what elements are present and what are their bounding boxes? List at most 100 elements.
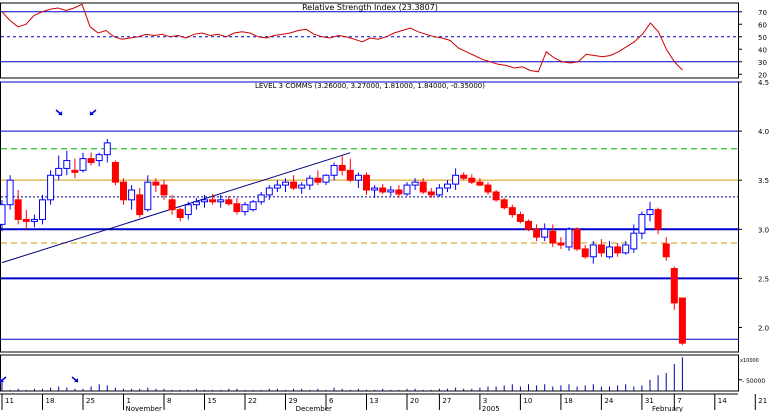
rsi-tick-label: 60 xyxy=(758,21,767,29)
price-title: LEVEL 3 COMMS (3.26000, 3.27000, 1.81000… xyxy=(255,82,485,90)
x-month-label: December xyxy=(296,405,332,412)
candle-body xyxy=(581,248,589,258)
candle-body xyxy=(233,203,241,213)
x-tick-label: 18 xyxy=(564,397,573,405)
x-tick-label: 24 xyxy=(604,397,613,405)
candle-body xyxy=(678,297,686,344)
rsi-tick-label: 70 xyxy=(758,9,767,17)
price-panel-frame xyxy=(0,81,739,353)
candle-body xyxy=(460,174,468,179)
candle-body xyxy=(444,183,451,189)
volume-tick-label: - 50000 xyxy=(742,378,765,385)
candle-body xyxy=(549,230,557,244)
price-tick-label: 2.5 xyxy=(758,275,769,283)
x-tick-label: 25 xyxy=(86,397,95,405)
x-tick-label: 8 xyxy=(167,397,171,405)
candle-body xyxy=(47,174,55,201)
candle-body xyxy=(468,177,476,183)
candle-body xyxy=(557,242,565,246)
candle-body xyxy=(55,167,63,176)
candle-body xyxy=(452,174,460,185)
candle-body xyxy=(354,174,362,181)
candle-body xyxy=(217,199,225,203)
x-tick-label: 31 xyxy=(645,397,654,405)
candle-body xyxy=(249,201,257,211)
price-tick-label: 3.0 xyxy=(758,226,769,234)
arrow-down-right xyxy=(58,111,62,115)
x-tick-label: 15 xyxy=(208,397,217,405)
candle-body xyxy=(192,201,200,206)
candle-body xyxy=(395,189,403,195)
candle-body xyxy=(6,179,14,206)
candle-body xyxy=(63,160,71,169)
rsi-line xyxy=(1,3,683,73)
candle-body xyxy=(476,181,484,186)
x-tick-label: 3 xyxy=(483,397,487,405)
x-tick-label: 10 xyxy=(523,397,532,405)
x-tick-label: 21 xyxy=(758,397,767,405)
candle-body xyxy=(290,181,298,189)
price-tick-label: 4.5 xyxy=(758,79,769,87)
x-tick-label: 7 xyxy=(677,397,681,405)
candle-body xyxy=(371,187,379,191)
candle-body xyxy=(273,184,281,189)
candle-body xyxy=(403,184,411,195)
candle-body xyxy=(525,220,532,230)
candle-body xyxy=(484,184,492,193)
candle-body xyxy=(614,246,622,254)
candle-body xyxy=(306,177,314,186)
candle-body xyxy=(654,209,662,230)
candle-body xyxy=(282,181,289,186)
candle-body xyxy=(39,199,46,220)
candle-body xyxy=(338,164,346,171)
candle-body xyxy=(379,187,387,193)
candle-body xyxy=(0,204,6,225)
x-tick-label: 13 xyxy=(370,397,379,405)
candle-body xyxy=(225,199,233,205)
trendline xyxy=(1,152,351,264)
candle-body xyxy=(630,232,638,250)
candle-body xyxy=(427,191,435,196)
candle-body xyxy=(597,244,605,254)
candle-body xyxy=(95,154,103,162)
rsi-title: Relative Strength Index (23.3807) xyxy=(302,3,438,12)
candle-body xyxy=(573,228,581,250)
candle-body xyxy=(411,181,419,186)
arrow-vol-left xyxy=(0,378,4,382)
candle-body xyxy=(22,218,30,222)
candle-body xyxy=(638,214,646,234)
rsi-tick-label: 50 xyxy=(758,34,767,42)
candle-body xyxy=(670,268,678,304)
candle-body xyxy=(144,181,152,211)
candle-body xyxy=(500,199,508,209)
rsi-panel-frame xyxy=(0,2,739,79)
candle-body xyxy=(298,184,306,189)
rsi-tick-label: 30 xyxy=(758,59,767,67)
candle-body xyxy=(387,189,395,193)
volume-unit-label: x10000 xyxy=(740,358,759,364)
price-tick-label: 3.5 xyxy=(758,177,769,185)
candle-body xyxy=(622,244,630,254)
candle-body xyxy=(346,169,354,181)
candle-body xyxy=(646,209,654,216)
candle-body xyxy=(541,228,549,238)
candle-body xyxy=(14,199,22,220)
candle-body xyxy=(152,181,160,186)
volume-panel-frame xyxy=(0,354,739,392)
x-tick-label: 18 xyxy=(46,397,55,405)
candle-body xyxy=(265,187,273,196)
chart-grid xyxy=(1,11,756,410)
candle-body xyxy=(492,191,500,201)
x-tick-label: 27 xyxy=(442,397,451,405)
candle-body xyxy=(589,244,597,258)
x-tick-label: 6 xyxy=(329,397,334,405)
x-tick-label: 14 xyxy=(718,397,727,405)
candle-body xyxy=(435,187,443,196)
x-tick-label: 20 xyxy=(410,397,419,405)
candle-body xyxy=(160,184,168,196)
chart-marks xyxy=(0,3,686,391)
candle-body xyxy=(606,246,613,258)
x-tick-label: 22 xyxy=(248,397,257,405)
arrow-vol-down-right xyxy=(74,378,78,382)
